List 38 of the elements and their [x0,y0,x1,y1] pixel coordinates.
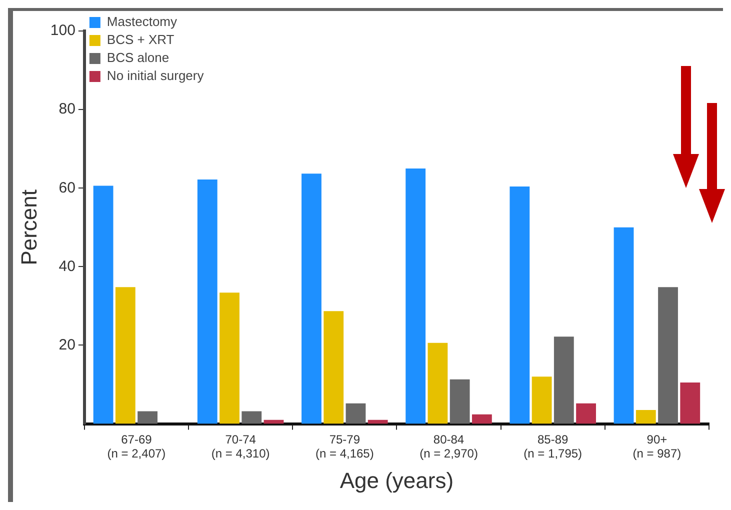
x-tick-label: 90+ (n = 987) [632,432,682,461]
legend-label: Mastectomy [106,14,178,30]
bar [576,403,596,424]
bar [636,410,656,424]
x-tick-label: 70-74 (n = 4,310) [211,432,270,461]
x-axis-title: Age (years) [340,468,454,493]
bar [450,379,470,424]
y-tick-label: 40 [58,258,76,275]
bar [658,287,678,424]
y-axis-title: Percent [16,189,42,266]
x-tick-label: 67-69 (n = 2,407) [107,432,166,461]
bar [532,376,552,424]
bar [428,342,448,424]
bar [614,227,634,424]
bar [406,168,426,424]
bar [346,403,366,424]
bar [220,292,240,424]
y-tick-label: 60 [58,179,76,196]
x-tick-label: 85-89 (n = 1,795) [524,432,582,461]
y-tick-label: 80 [58,100,76,118]
bar [242,411,262,424]
y-tick-label: 100 [50,22,76,40]
x-tick-label: 80-84 (n = 2,970) [420,432,478,461]
bar [472,414,492,424]
bar [302,174,322,424]
y-tick-label: 20 [58,336,76,354]
bar [324,311,344,424]
bar [93,186,114,424]
legend-label: No initial surgery [106,68,204,84]
bar [115,287,136,424]
bar [680,382,700,424]
bar [197,179,218,424]
legend-label: BCS + XRT [106,32,174,48]
bar [138,411,158,424]
x-tick-label: 75-79 (n = 4,165) [315,432,374,461]
bar [510,186,530,424]
bar [554,336,574,424]
legend-label: BCS alone [106,50,170,66]
